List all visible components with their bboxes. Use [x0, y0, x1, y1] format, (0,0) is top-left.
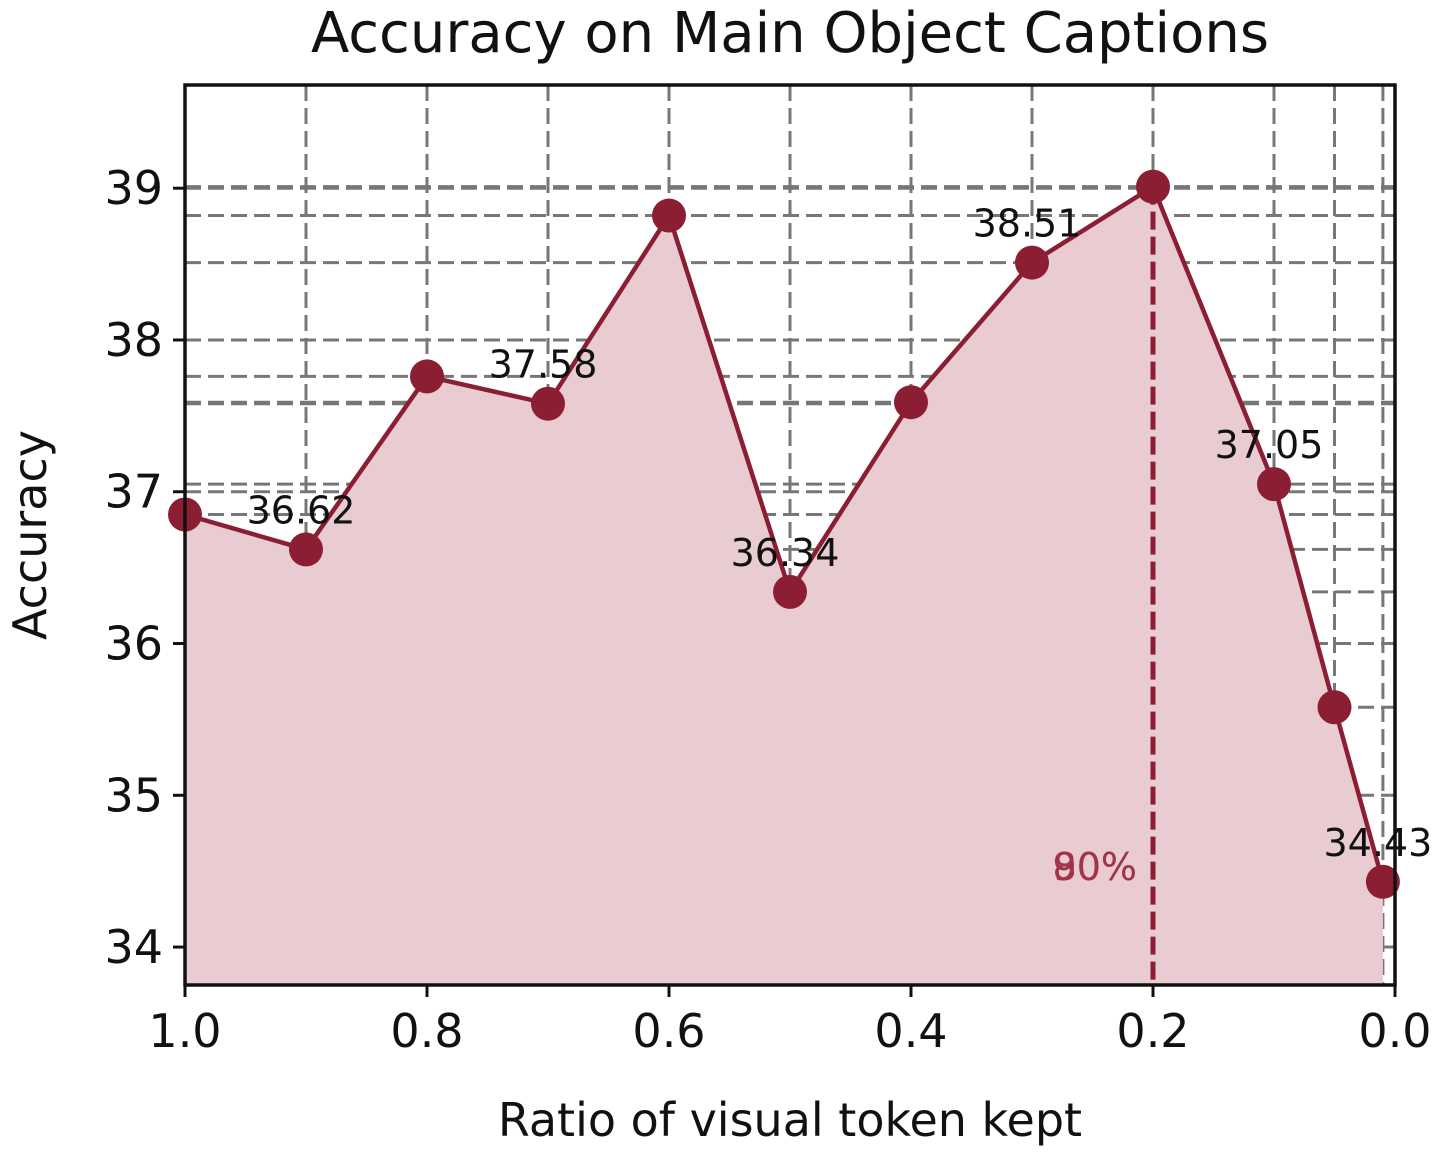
- data-point-11: [1365, 864, 1400, 899]
- y-axis-label: Accuracy: [3, 430, 57, 640]
- x-tick-label-4: 0.2: [1116, 1004, 1189, 1058]
- data-label-1: 37.58: [489, 343, 598, 387]
- data-point-5: [773, 574, 807, 609]
- data-point-1: [289, 532, 323, 567]
- data-point-9: [1257, 467, 1291, 502]
- data-point-4: [652, 198, 686, 233]
- x-tick-label-0: 1.0: [148, 1004, 221, 1058]
- point-layer: [168, 169, 1400, 899]
- x-tick-label-5: 0.0: [1358, 1004, 1431, 1058]
- data-point-7: [1015, 245, 1049, 280]
- label-layer: 36.62 37.58 36.34 38.51 37.05 34.43: [247, 202, 1433, 865]
- y-tick-label-0: 34: [104, 920, 163, 974]
- y-tick-label-2: 36: [104, 617, 163, 671]
- y-tick-label-4: 38: [104, 313, 163, 367]
- data-label-4: 37.05: [1215, 423, 1324, 467]
- threshold-label-1: 80%: [1053, 845, 1137, 889]
- y-tick-label-1: 35: [104, 768, 163, 822]
- data-point-3: [531, 386, 565, 421]
- data-point-6: [894, 385, 928, 420]
- x-tick-label-2: 0.6: [632, 1004, 705, 1058]
- threshold-layer: 90%80%: [1053, 186, 1156, 985]
- x-tick-label-1: 0.8: [390, 1004, 463, 1058]
- data-label-2: 36.34: [731, 531, 840, 575]
- data-label-0: 36.62: [247, 488, 356, 532]
- x-axis-label: Ratio of visual token kept: [498, 1093, 1082, 1147]
- plot-frame: [183, 83, 1397, 987]
- data-point-10: [1317, 690, 1352, 725]
- data-point-2: [410, 359, 444, 394]
- data-label-5: 34.43: [1324, 821, 1433, 865]
- y-tick-label-5: 39: [104, 161, 163, 215]
- series-line: [184, 184, 1386, 883]
- threshold-label-0: 90%: [1053, 845, 1137, 889]
- chart-title: Accuracy on Main Object Captions: [311, 1, 1269, 66]
- y-tick-label-3: 37: [104, 465, 163, 519]
- line-layer: [184, 184, 1386, 883]
- tick-layer: 1.0 0.8 0.6 0.4 0.2 0.0 34 35 36 37 38 39: [104, 161, 1431, 1058]
- x-tick-label-3: 0.4: [874, 1004, 947, 1058]
- data-label-3: 38.51: [973, 202, 1082, 246]
- data-point-8: [1136, 169, 1170, 204]
